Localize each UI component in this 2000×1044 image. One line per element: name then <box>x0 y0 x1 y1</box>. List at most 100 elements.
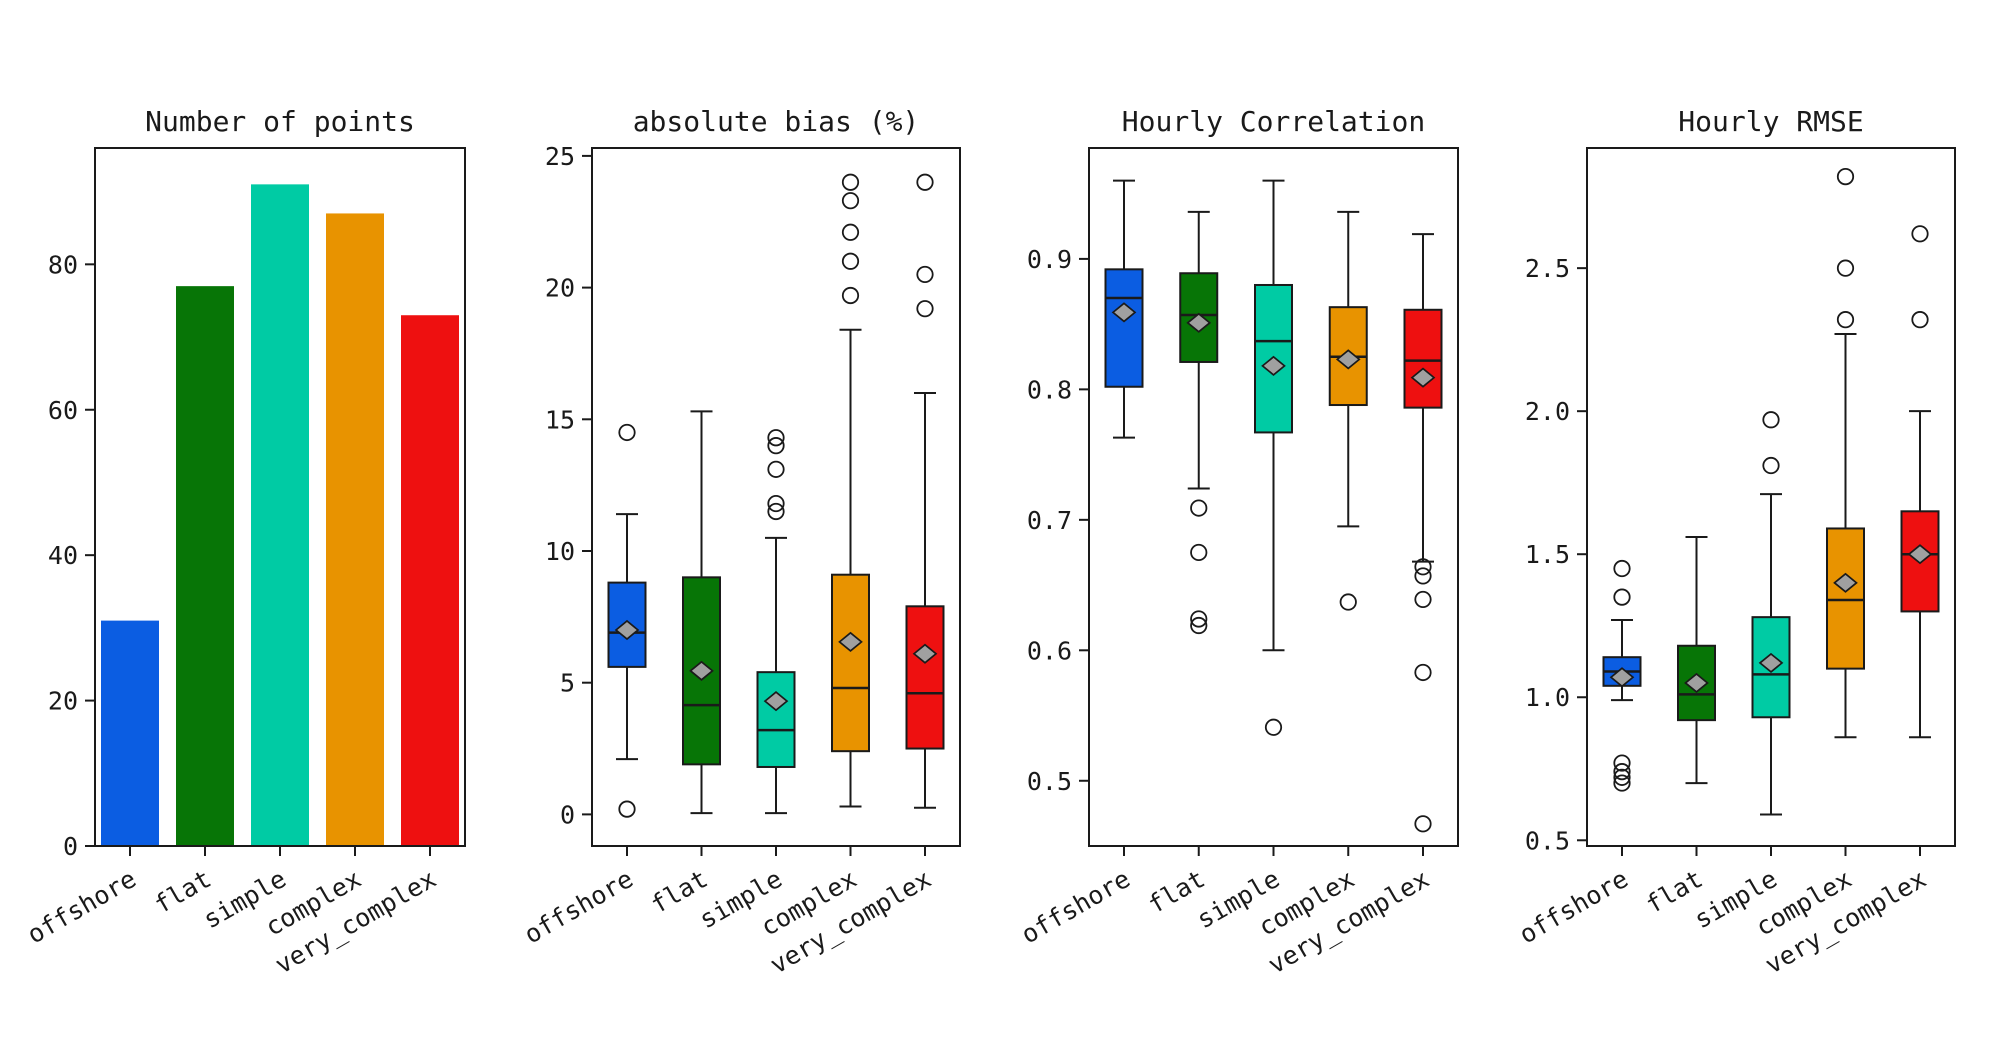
box <box>831 573 870 753</box>
x-tick-label: offshore <box>22 864 141 949</box>
outlier-circle <box>841 286 860 305</box>
y-tick-label: 0.5 <box>1525 826 1570 855</box>
outlier-circle <box>841 252 860 270</box>
mean-marker <box>1261 355 1286 376</box>
outlier-circle <box>1836 168 1855 186</box>
outlier-circle <box>916 300 934 318</box>
axis-frame <box>94 147 466 847</box>
outlier-circle <box>1613 559 1631 578</box>
chart-title-absolute-bias: absolute bias (%) <box>632 105 920 138</box>
outlier-circle <box>1911 225 1929 243</box>
outlier-circle <box>1339 593 1357 611</box>
y-tick-label: 60 <box>48 396 78 425</box>
outlier-circle <box>1613 588 1631 606</box>
bar <box>176 286 234 846</box>
outlier-circle <box>1414 663 1432 682</box>
outlier-circle <box>1836 311 1855 329</box>
outlier-circle <box>1613 754 1631 772</box>
outlier-circle <box>1414 590 1432 609</box>
outlier-circle <box>1613 763 1631 781</box>
y-tick-label: 0 <box>560 800 575 829</box>
y-tick-label: 25 <box>545 142 575 171</box>
mean-marker <box>1758 652 1784 674</box>
outlier-circle <box>1190 499 1208 517</box>
outlier-circle <box>767 502 785 521</box>
outlier-circle <box>618 423 636 442</box>
mean-marker <box>838 631 863 652</box>
box <box>1826 527 1865 670</box>
y-tick-label: 0.7 <box>1027 506 1072 535</box>
outlier-circle <box>1414 558 1432 576</box>
box <box>905 605 945 750</box>
mean-marker <box>1684 672 1709 694</box>
mean-marker <box>1335 349 1361 370</box>
outlier-circle <box>1762 411 1780 429</box>
y-tick-label: 2.0 <box>1525 397 1570 426</box>
y-tick-label: 0.5 <box>1027 767 1072 796</box>
mean-marker <box>1907 544 1933 565</box>
x-tick-label: offshore <box>1514 864 1633 949</box>
y-tick-label: 0.9 <box>1027 245 1072 274</box>
mean-marker <box>689 660 714 681</box>
outlier-circle <box>1613 768 1631 786</box>
x-tick-label: offshore <box>1016 864 1135 949</box>
axis-frame <box>1586 147 1956 847</box>
outlier-circle <box>1190 543 1208 562</box>
outlier-circle <box>767 494 785 513</box>
outlier-circle <box>618 800 636 818</box>
outlier-circle <box>916 173 934 191</box>
y-tick-label: 80 <box>48 250 78 279</box>
y-tick-label: 0.8 <box>1027 375 1072 404</box>
outlier-circle <box>1414 567 1432 585</box>
y-tick-label: 1.0 <box>1525 683 1570 712</box>
outlier-circle <box>767 437 785 455</box>
x-tick-label: offshore <box>519 864 638 949</box>
axis-frame <box>1088 147 1459 847</box>
outlier-circle <box>841 173 860 191</box>
bar <box>326 213 384 846</box>
y-tick-label: 15 <box>545 405 575 434</box>
mean-marker <box>1609 667 1635 688</box>
mean-marker <box>763 691 789 712</box>
box <box>1104 268 1144 388</box>
mean-marker <box>614 619 640 641</box>
outlier-circle <box>1190 610 1208 628</box>
box <box>1403 308 1443 409</box>
box <box>1254 283 1293 434</box>
y-tick-label: 40 <box>48 541 78 570</box>
outlier-circle <box>1414 815 1432 833</box>
box <box>756 671 796 768</box>
chart-title-number-of-points: Number of points <box>145 105 415 138</box>
mean-marker <box>1833 572 1858 593</box>
outlier-circle <box>916 265 934 284</box>
outlier-circle <box>767 460 785 478</box>
outlier-circle <box>1836 259 1855 277</box>
y-tick-label: 1.5 <box>1525 540 1570 569</box>
y-tick-label: 0 <box>63 832 78 861</box>
y-tick-label: 20 <box>48 687 78 716</box>
outlier-circle <box>1762 456 1780 475</box>
outlier-circle <box>841 223 860 241</box>
outlier-circle <box>1264 718 1283 736</box>
axis-frame <box>591 147 961 847</box>
outlier-circle <box>1613 774 1631 792</box>
y-tick-label: 5 <box>560 669 575 698</box>
bar <box>401 315 459 847</box>
chart-title-hourly-correlation: Hourly Correlation <box>1121 105 1426 138</box>
mean-marker <box>1410 367 1436 388</box>
y-tick-label: 20 <box>545 274 575 303</box>
outlier-circle <box>767 429 785 447</box>
y-tick-label: 10 <box>545 537 575 566</box>
mean-marker <box>912 643 938 664</box>
mean-marker <box>1186 312 1212 333</box>
y-tick-label: 2.5 <box>1525 254 1570 283</box>
chart-title-hourly-rmse: Hourly RMSE <box>1678 105 1864 138</box>
mean-marker <box>1111 302 1137 323</box>
y-tick-label: 0.6 <box>1027 636 1072 665</box>
